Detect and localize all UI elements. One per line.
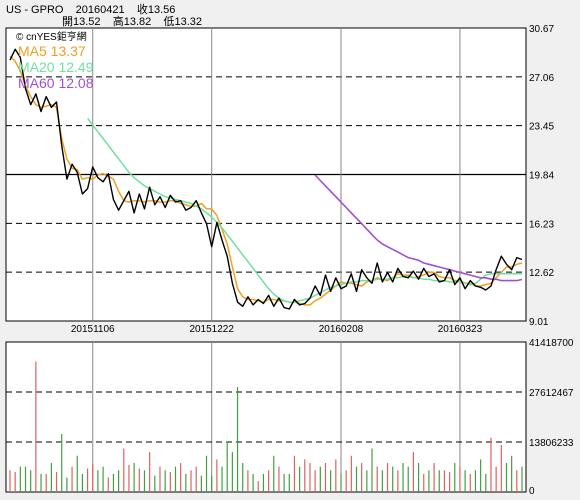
- price-y-tick-label: 27.06: [529, 73, 554, 84]
- header-line-1: US - GPRO 20160421 收13.56: [6, 4, 176, 16]
- price-y-tick-label: 12.62: [529, 268, 554, 279]
- x-tick-label: 20160323: [438, 324, 483, 335]
- series-line-ma60: [314, 174, 523, 282]
- price-y-tick-label: 19.84: [529, 171, 554, 182]
- volume-y-tick-label: 0: [529, 486, 535, 497]
- volume-y-tick-label: 13806233: [529, 438, 574, 449]
- legend-ma60: MA60 12.08: [18, 75, 94, 91]
- price-y-tick-label: 16.23: [529, 219, 554, 230]
- volume-y-tick-label: 41418700: [529, 338, 574, 349]
- price-y-tick-label: 23.45: [529, 122, 554, 133]
- volume-bars: [9, 361, 523, 492]
- volume-panel: [5, 341, 527, 493]
- x-tick-label: 20151106: [71, 324, 115, 335]
- series-line-close: [9, 48, 523, 310]
- volume-y-tick-label: 27612467: [529, 388, 574, 399]
- price-y-tick-label: 9.01: [529, 317, 549, 328]
- series-line-ma20: [87, 117, 523, 303]
- price-lines: [9, 48, 523, 310]
- watermark: © cnYES鉅亨網: [16, 30, 87, 43]
- legend-ma20: MA20 12.49: [18, 59, 94, 75]
- price-y-tick-label: 30.67: [529, 24, 554, 35]
- series-line-ma5: [9, 55, 523, 306]
- header-line-2: 開13.52 高13.82 低13.32: [62, 16, 203, 28]
- legend-ma5: MA5 13.37: [18, 43, 86, 59]
- x-tick-label: 20151222: [189, 324, 234, 335]
- price-grid: 30.67 27.06 23.45 19.84 16.23 12.62 9.01 201511…: [6, 24, 554, 492]
- volume-grid: 41418700 27612467 13806233 0: [6, 338, 574, 497]
- x-tick-label: 20160208: [319, 324, 364, 335]
